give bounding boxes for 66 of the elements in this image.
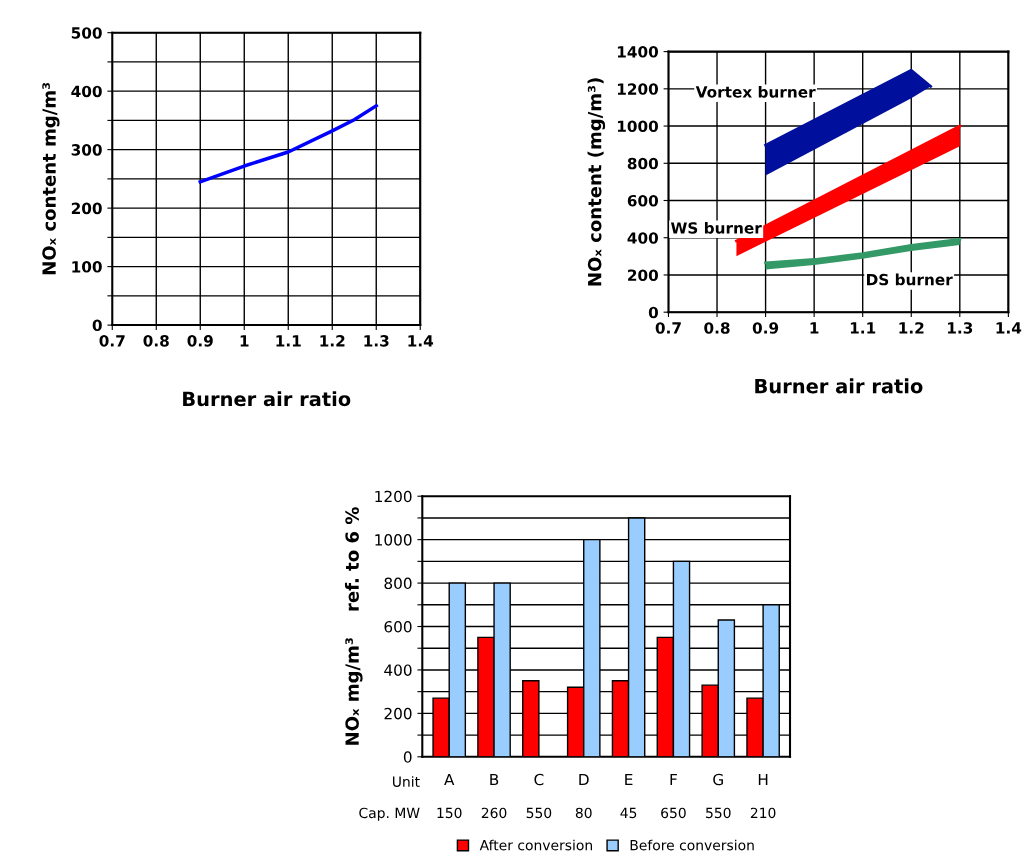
- y-tick-label: 100: [72, 261, 102, 273]
- y-tick-label: 600: [627, 194, 659, 207]
- y-tick-label: 0: [648, 306, 659, 319]
- y-tick-label: 400: [627, 232, 659, 244]
- text: 150: [437, 807, 462, 819]
- x-tick-label: 1.2: [320, 335, 345, 347]
- y-tick-label: 1000: [617, 120, 659, 133]
- x-tick-label: 0.7: [99, 335, 125, 347]
- y-tick-label: 300: [71, 144, 102, 156]
- text: 80: [575, 807, 592, 819]
- legend-label: After conversion: [479, 839, 592, 851]
- y-tick-label: 200: [628, 269, 659, 281]
- y-tick-label: 200: [384, 707, 412, 720]
- x-tick-label: 0.8: [704, 322, 730, 334]
- x-tick-label: 1.3: [364, 335, 389, 347]
- text: 550: [526, 807, 552, 819]
- x-axis-title: Burner air ratio: [183, 391, 351, 407]
- series-label: DS burner: [867, 273, 953, 286]
- text: 45: [620, 807, 637, 819]
- y-tick-label: 400: [71, 85, 102, 98]
- x-tick-label: 0.8: [143, 335, 169, 347]
- y-axis-title: NOₓ content (mg/m³): [587, 78, 606, 286]
- x-tick-label: A: [444, 773, 455, 786]
- x-tick-label: 1.1: [850, 322, 876, 334]
- legend-label: Before conversion: [630, 839, 754, 851]
- y-tick-label: 1200: [375, 490, 412, 503]
- text: Unit: [392, 776, 420, 787]
- x-tick-label: 0.9: [752, 322, 779, 334]
- y-tick-label: 500: [71, 27, 102, 39]
- x-tick-label: 1: [810, 322, 819, 334]
- text: Cap. MW: [359, 807, 420, 821]
- y-tick-label: 400: [384, 664, 412, 676]
- y-tick-label: 1000: [375, 534, 412, 546]
- x-tick-label: 1.3: [948, 322, 973, 334]
- x-tick-label: 1: [240, 335, 249, 347]
- y-tick-label: 200: [71, 202, 102, 215]
- x-tick-label: H: [758, 773, 768, 786]
- y-tick-label: 800: [384, 577, 412, 590]
- x-tick-label: G: [713, 773, 723, 786]
- x-tick-label: C: [534, 773, 544, 786]
- y-tick-label: 1400: [617, 46, 659, 58]
- y-axis-title: NOₓ content mg/m³: [42, 82, 60, 275]
- series-label: Vortex burner: [695, 85, 816, 98]
- y-tick-label: 0: [403, 751, 412, 763]
- text: 260: [481, 807, 507, 819]
- y-axis-title: NOₓ mg/m³ ref. to 6 %: [344, 507, 363, 745]
- x-tick-label: 1.4: [408, 335, 434, 347]
- series-label: WS burner: [670, 221, 762, 234]
- x-tick-label: 1.2: [899, 322, 924, 334]
- text: 650: [661, 807, 686, 819]
- y-tick-label: 600: [384, 620, 412, 633]
- line-series: [198, 104, 378, 184]
- x-tick-label: D: [579, 773, 589, 786]
- y-tick-label: 0: [92, 319, 102, 332]
- x-tick-label: 0.7: [655, 322, 681, 334]
- y-tick-label: 800: [627, 157, 659, 170]
- x-tick-label: F: [670, 773, 677, 786]
- x-tick-label: 1.1: [276, 335, 301, 347]
- x-axis-title: Burner air ratio: [755, 378, 923, 394]
- x-tick-label: E: [625, 773, 633, 786]
- text: 550: [706, 807, 731, 819]
- x-tick-label: B: [490, 773, 499, 786]
- text: 210: [750, 807, 776, 819]
- x-tick-label: 0.9: [187, 335, 213, 347]
- x-tick-label: 1.4: [996, 322, 1022, 334]
- y-tick-label: 1200: [617, 83, 659, 95]
